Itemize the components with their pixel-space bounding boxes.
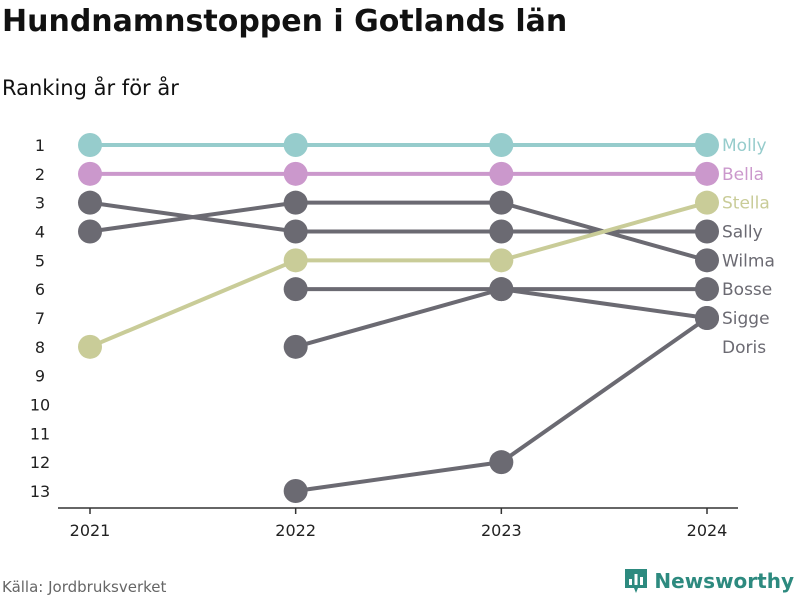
- point-stella-2023: [489, 248, 514, 273]
- series-label-doris: Doris: [722, 338, 766, 358]
- series-label-wilma: Wilma: [722, 251, 775, 271]
- chart-title: Hundnamnstoppen i Gotlands län: [2, 4, 568, 39]
- y-tick-label-13: 13: [30, 482, 50, 501]
- series-label-bosse: Bosse: [722, 280, 772, 300]
- point-bella-2024: [695, 161, 719, 186]
- y-tick-label-7: 7: [35, 309, 45, 328]
- point-sally-2024: [695, 219, 719, 244]
- x-tick-label-2021: 2021: [70, 521, 111, 540]
- x-tick-label-2022: 2022: [275, 521, 316, 540]
- point-sally-2022: [283, 219, 308, 244]
- point-doris-2022: [283, 479, 308, 503]
- y-tick-label-6: 6: [35, 280, 45, 299]
- series-label-stella: Stella: [722, 194, 770, 214]
- brand-logo: Newsworthy: [624, 568, 794, 594]
- point-wilma-2024: [695, 248, 719, 273]
- point-wilma-2021: [78, 219, 102, 244]
- y-tick-label-10: 10: [30, 396, 50, 415]
- y-tick-label-8: 8: [35, 338, 45, 357]
- y-tick-label-1: 1: [35, 136, 45, 155]
- series-label-sigge: Sigge: [722, 309, 770, 329]
- y-tick-label-5: 5: [35, 251, 45, 270]
- series-line-stella: [89, 200, 708, 349]
- source-note: Källa: Jordbruksverket: [2, 578, 167, 596]
- x-tick-label-2023: 2023: [481, 521, 522, 540]
- point-doris-2024: [695, 306, 719, 330]
- point-molly-2024: [695, 133, 719, 157]
- point-bella-2021: [78, 161, 102, 186]
- y-tick-label-4: 4: [35, 223, 45, 242]
- series-label-molly: Molly: [722, 136, 767, 156]
- y-tick-label-9: 9: [35, 367, 45, 386]
- point-wilma-2023: [489, 190, 514, 215]
- point-bosse-2022: [283, 277, 308, 302]
- y-tick-label-12: 12: [30, 453, 50, 472]
- series-label-sally: Sally: [722, 223, 763, 243]
- point-stella-2021: [78, 334, 102, 359]
- y-tick-label-3: 3: [35, 194, 45, 213]
- point-bosse-2024: [695, 277, 719, 302]
- point-sigge-2022: [283, 334, 308, 359]
- brand-name: Newsworthy: [654, 569, 794, 593]
- point-bella-2022: [283, 161, 308, 186]
- bar-chart-logo-icon: [625, 569, 648, 593]
- point-sally-2021: [78, 190, 102, 215]
- x-tick-label-2024: 2024: [687, 521, 728, 540]
- point-stella-2024: [695, 190, 719, 215]
- point-doris-2023: [489, 450, 514, 475]
- series-label-bella: Bella: [722, 165, 764, 185]
- point-sally-2023: [489, 219, 514, 244]
- point-stella-2022: [283, 248, 308, 273]
- chart-subtitle: Ranking år för år: [2, 76, 179, 100]
- point-molly-2021: [78, 133, 102, 157]
- point-sigge-2023: [489, 277, 514, 302]
- y-tick-label-11: 11: [30, 424, 50, 443]
- point-wilma-2022: [283, 190, 308, 215]
- point-molly-2022: [283, 133, 308, 157]
- point-molly-2023: [489, 133, 514, 157]
- point-bella-2023: [489, 161, 514, 186]
- y-tick-label-2: 2: [35, 165, 45, 184]
